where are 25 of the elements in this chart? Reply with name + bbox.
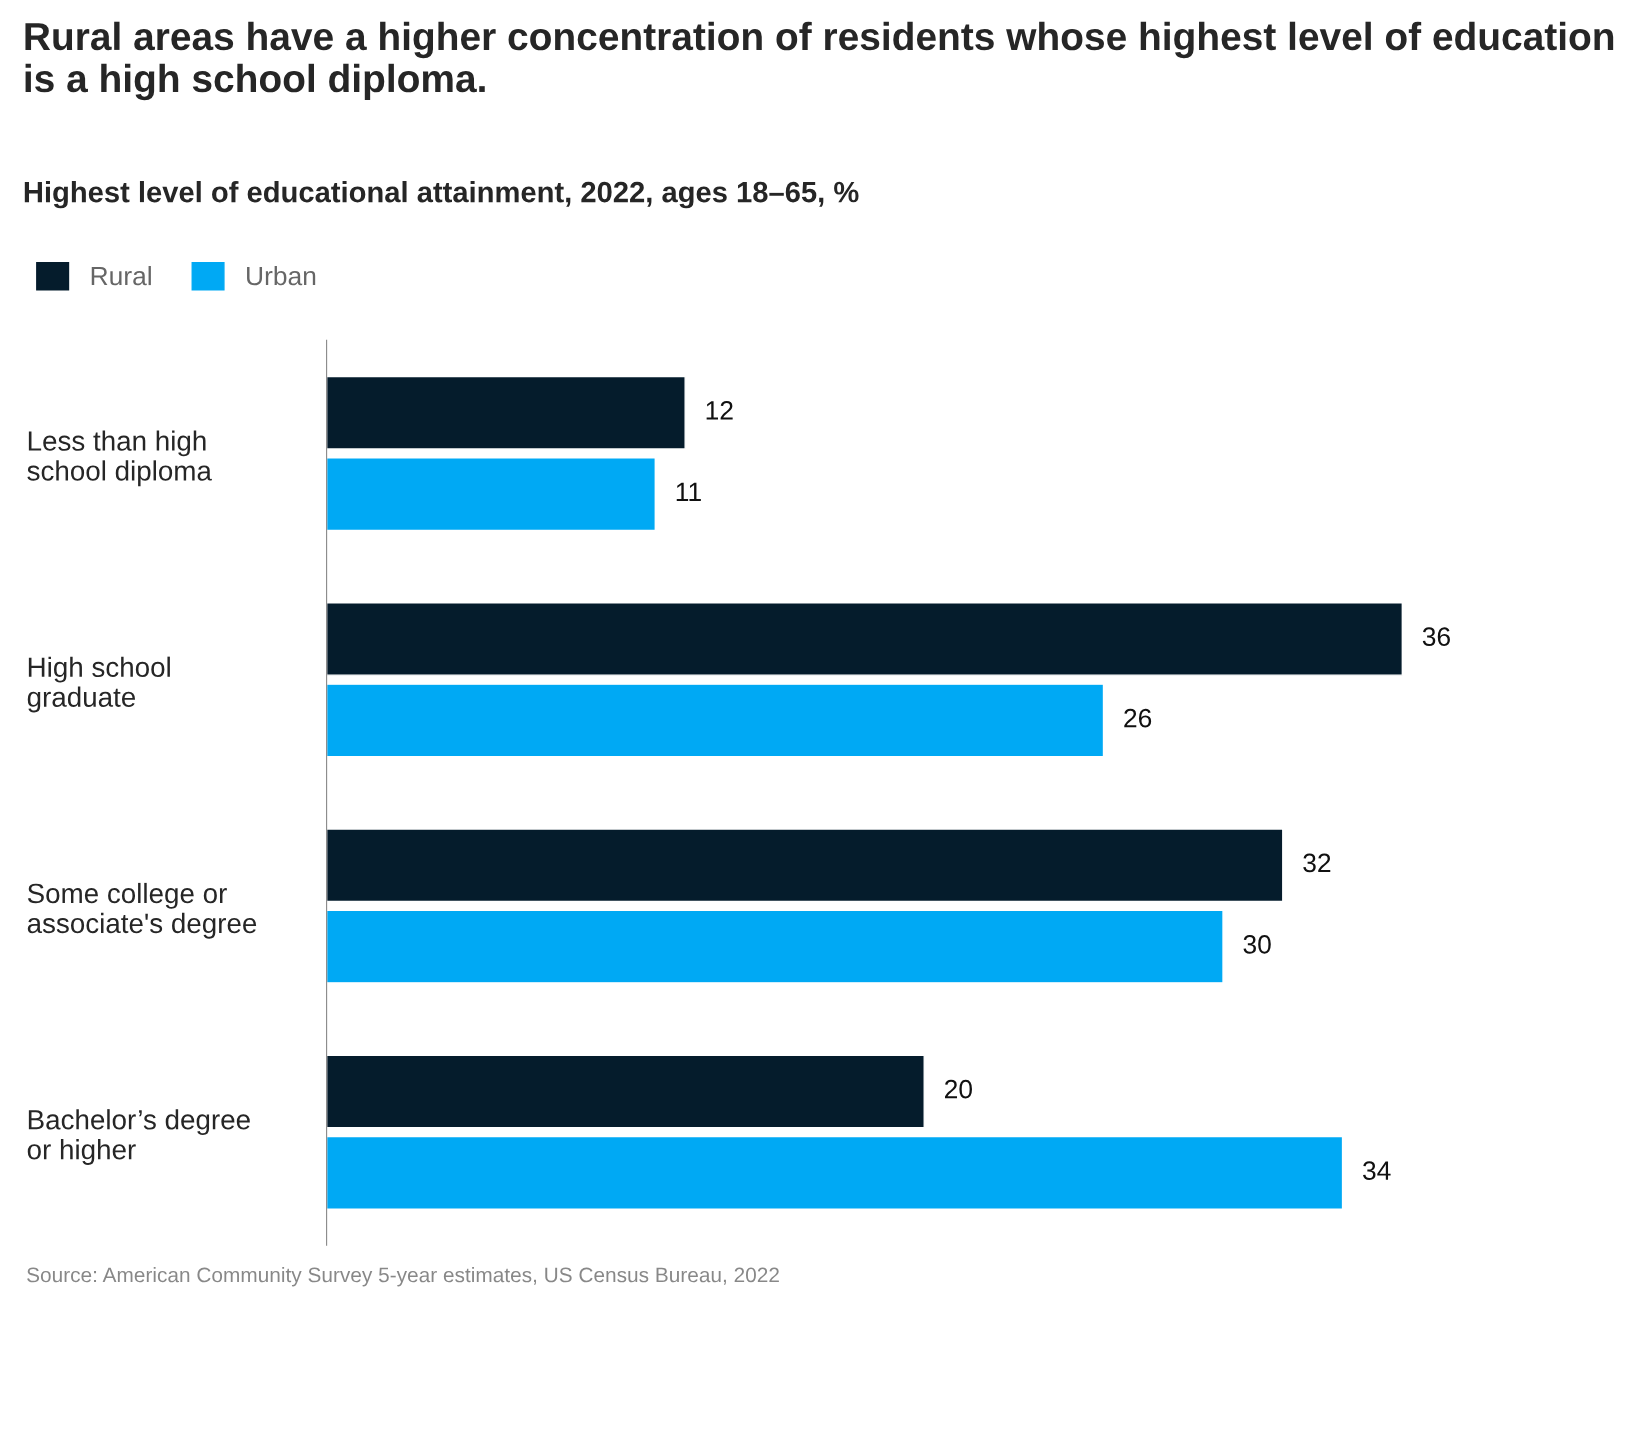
- bar: [326, 683, 1105, 758]
- data-label: 34: [1363, 1161, 1391, 1180]
- data-label: 36: [1422, 627, 1450, 647]
- data-label: 11: [676, 482, 701, 501]
- bar: [326, 457, 656, 532]
- bar: [326, 1054, 925, 1129]
- y-tick-label: Less than high school diploma: [27, 430, 212, 487]
- data-label: 32: [1303, 853, 1331, 873]
- chart-subtitle: Highest level of educational attainment, 2022, ages 18–65, %: [24, 181, 859, 209]
- bar: [326, 602, 1404, 676]
- data-label: 12: [706, 401, 733, 420]
- data-label: 26: [1124, 708, 1152, 728]
- bar: [326, 828, 1284, 903]
- legend-label: Rural: [91, 265, 151, 286]
- data-label: 20: [944, 1079, 972, 1099]
- data-label: 30: [1243, 935, 1271, 954]
- y-tick-label: Some college or associate's degree: [27, 882, 257, 939]
- bar: [326, 909, 1224, 984]
- y-tick-label: Bachelor’s degree or higher: [27, 1109, 250, 1165]
- bar: [326, 375, 686, 450]
- chart-title: Rural areas have a higher concentration of residents whose highest level of education is a high school diploma.: [25, 21, 1614, 101]
- source-note: Source: American Community Survey 5-year estimates, US Census Bureau, 2022: [27, 1267, 779, 1287]
- legend-label: Urban: [247, 265, 316, 286]
- y-tick-label: High school graduate: [27, 656, 170, 713]
- bar: [326, 1135, 1344, 1210]
